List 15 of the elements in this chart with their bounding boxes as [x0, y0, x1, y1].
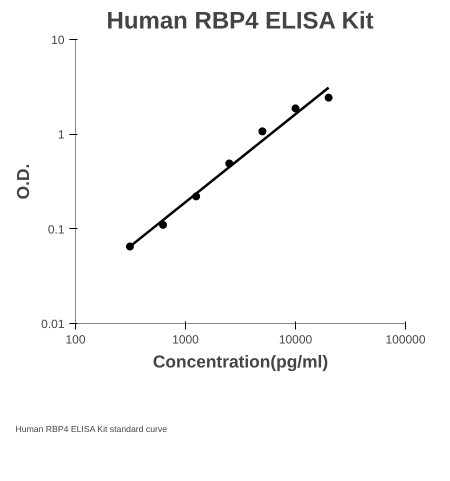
point: [292, 104, 300, 112]
point: [258, 127, 266, 136]
x-axis-title: Concentration(pg/ml): [152, 352, 328, 372]
x-tick-label: 10000: [278, 332, 313, 346]
x-tick-label: 100000: [385, 332, 426, 346]
x-tick-label: 1000: [172, 332, 200, 346]
chart-title: Human RBP4 ELISA Kit: [106, 8, 374, 34]
y-tick-label: 10: [51, 33, 65, 47]
text: Human RBP4 ELISA Kit standard curve: [16, 424, 168, 434]
y-tick-label: 0.1: [48, 222, 65, 236]
point: [324, 94, 333, 102]
x-tick-label: 100: [65, 332, 86, 346]
y-axis-title: O.D.: [13, 164, 34, 200]
y-tick-label: 0.01: [41, 317, 65, 331]
y-tick-label: 1: [58, 128, 65, 142]
